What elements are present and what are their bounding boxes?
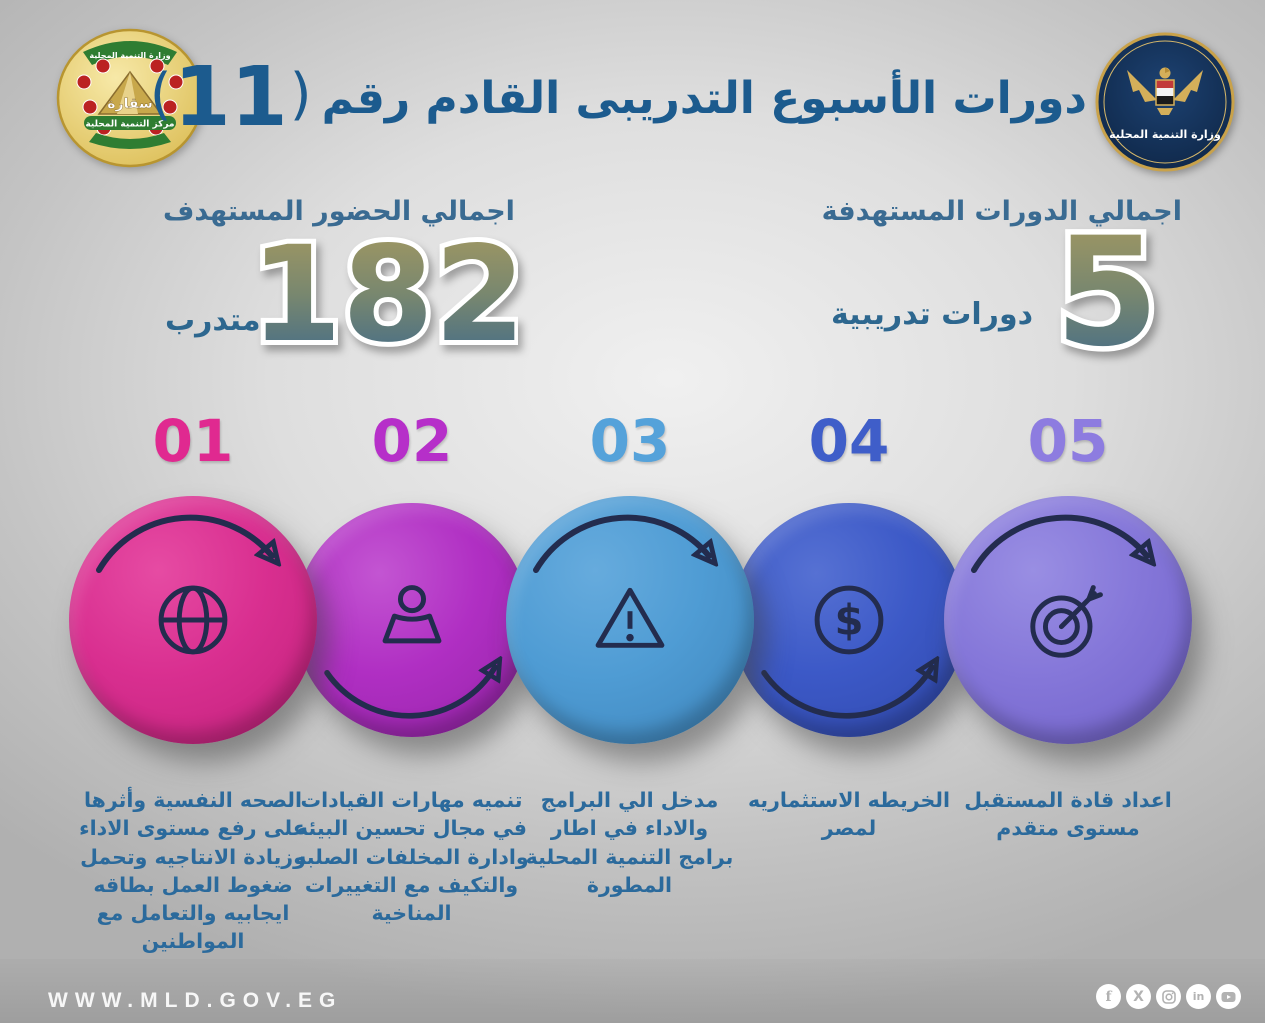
cycle-arrow-top-icon [971, 514, 1192, 573]
course-03-number: 03 [589, 407, 671, 475]
attendance-total-unit: متدرب [165, 303, 261, 338]
svg-text:وزارة التنمية المحلية: وزارة التنمية المحلية [1109, 128, 1221, 141]
page-title-text: دورات الأسبوع التدريبى القادم رقم [321, 72, 1088, 124]
warning-icon [595, 587, 665, 648]
course-05-number: 05 [1027, 407, 1109, 475]
course-02-number: 02 [371, 407, 453, 475]
ministry-eagle-emblem-icon: وزارة التنمية المحلية [1095, 32, 1235, 172]
course-04-circle: $ [732, 503, 966, 737]
svg-text:5: 5 [1055, 206, 1159, 371]
page-title: دورات الأسبوع التدريبى القادم رقم (11) [149, 46, 1088, 150]
svg-text:وزارة التنمية المحلية: وزارة التنمية المحلية [89, 51, 170, 60]
attendance-total-value: 182 [258, 213, 518, 370]
cycle-arrow-bottom-icon [761, 503, 966, 719]
course-03-description: مدخل الي البرامج والاداء في اطار برامج ا… [525, 788, 734, 897]
website-link[interactable]: WWW.MLD.GOV.EG [48, 989, 343, 1012]
footer-band [0, 959, 1265, 1023]
courses-total-unit: دورات تدريبية [830, 297, 1033, 332]
course-01-circle [69, 496, 317, 744]
course-04-description: الخريطه الاستثماريه لمصر [747, 788, 951, 841]
person-icon [382, 585, 442, 644]
cycle-arrow-top-icon [533, 514, 754, 573]
instagram-icon[interactable] [1156, 984, 1181, 1009]
globe-icon [158, 585, 228, 655]
youtube-icon[interactable] [1216, 984, 1241, 1009]
course-01-number: 01 [152, 407, 234, 475]
attendance-total-label: اجمالي الحضور المستهدف [163, 196, 515, 227]
courses-total-value: 5 [1049, 206, 1164, 371]
cycle-arrow-bottom-icon [324, 503, 529, 719]
ministry-logo: وزارة التنمية المحلية [1093, 32, 1237, 172]
week-number: (11) [149, 50, 312, 145]
courses-total-label: اجمالي الدورات المستهدفة [821, 196, 1182, 227]
svg-text:مركز التنمية المحلية: مركز التنمية المحلية [85, 120, 174, 130]
course-05-circle [944, 496, 1192, 744]
course-03-circle [506, 496, 754, 744]
x-icon[interactable]: X [1126, 984, 1151, 1009]
target-icon [1030, 585, 1103, 658]
linkedin-icon[interactable]: in [1186, 984, 1211, 1009]
saqqara-center-logo: وزارة التنمية المحلية سقارة مركز التنمية… [55, 28, 205, 168]
course-02-description: تنميه مهارات القيادات في مجال تحسين البي… [294, 788, 529, 926]
dollar-icon: $ [814, 585, 884, 655]
svg-text:$: $ [834, 595, 863, 644]
course-02-circle [295, 503, 529, 737]
course-04-number: 04 [808, 407, 890, 475]
course-05-description: اعداد قادة المستقبل مستوى متقدم [964, 788, 1172, 841]
svg-text:سقارة: سقارة [107, 96, 152, 112]
cycle-arrow-top-icon [96, 514, 317, 573]
svg-text:182: 182 [258, 218, 518, 370]
saqqara-center-emblem-icon: وزارة التنمية المحلية سقارة مركز التنمية… [56, 28, 204, 168]
course-01-description: الصحه النفسية وأثرها على رفع مستوى الادا… [79, 788, 307, 954]
social-links: f X in [1096, 984, 1241, 1009]
facebook-icon[interactable]: f [1096, 984, 1121, 1009]
